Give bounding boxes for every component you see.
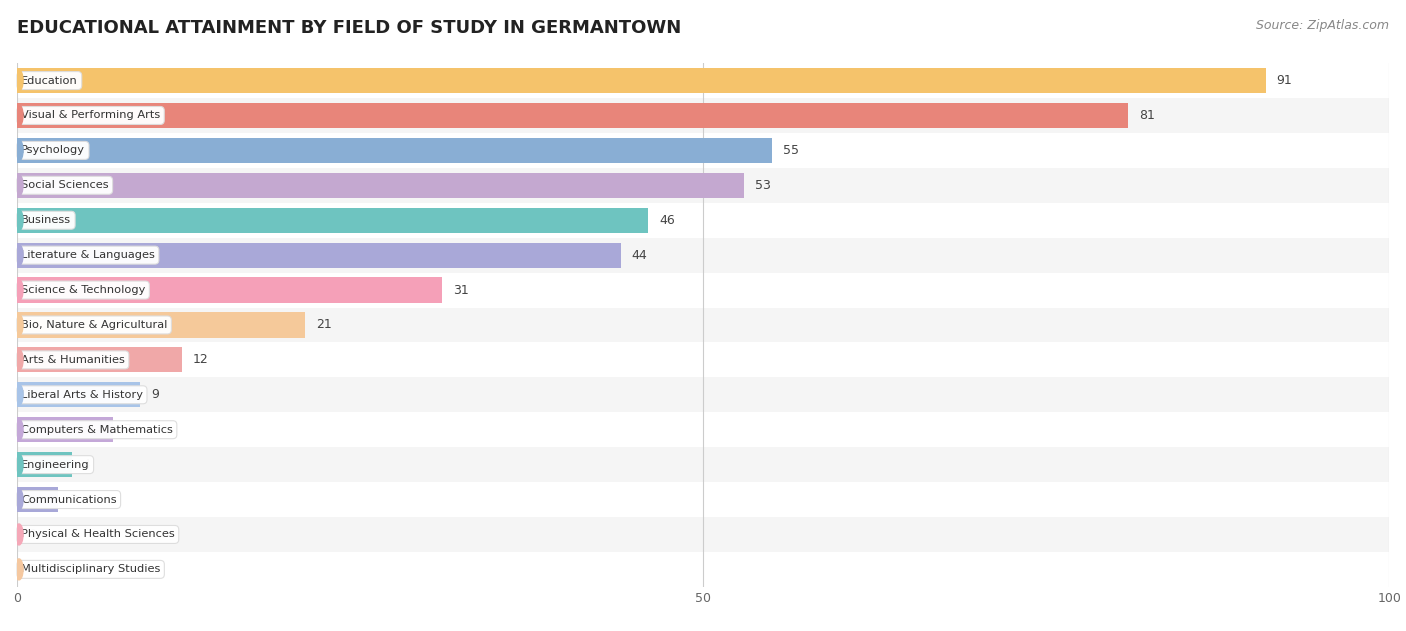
Circle shape: [15, 209, 22, 231]
Text: 46: 46: [659, 214, 675, 227]
Circle shape: [15, 175, 22, 196]
Bar: [17, 168, 1389, 203]
Text: EDUCATIONAL ATTAINMENT BY FIELD OF STUDY IN GERMANTOWN: EDUCATIONAL ATTAINMENT BY FIELD OF STUDY…: [17, 19, 681, 37]
Text: Visual & Performing Arts: Visual & Performing Arts: [21, 110, 160, 121]
Text: 0: 0: [28, 528, 35, 541]
Bar: [17, 312, 305, 338]
Text: Computers & Mathematics: Computers & Mathematics: [21, 425, 173, 435]
Text: Social Sciences: Social Sciences: [21, 180, 108, 191]
Circle shape: [15, 245, 22, 266]
Text: 21: 21: [316, 319, 332, 331]
Circle shape: [15, 454, 22, 475]
Text: Education: Education: [21, 76, 77, 86]
Bar: [17, 103, 1129, 128]
Bar: [17, 238, 1389, 273]
Bar: [17, 242, 620, 268]
Bar: [17, 382, 141, 408]
Text: Liberal Arts & History: Liberal Arts & History: [21, 390, 143, 400]
Text: 3: 3: [69, 493, 77, 506]
Text: Source: ZipAtlas.com: Source: ZipAtlas.com: [1256, 19, 1389, 32]
Text: 0: 0: [28, 563, 35, 576]
Bar: [17, 307, 1389, 343]
Bar: [17, 377, 1389, 412]
Text: Business: Business: [21, 215, 72, 225]
Bar: [17, 347, 181, 372]
Bar: [17, 208, 648, 233]
Bar: [17, 133, 1389, 168]
Text: Bio, Nature & Agricultural: Bio, Nature & Agricultural: [21, 320, 167, 330]
Text: Psychology: Psychology: [21, 145, 84, 155]
Text: 55: 55: [783, 144, 799, 157]
Text: 31: 31: [453, 283, 470, 297]
Circle shape: [15, 350, 22, 370]
Text: Literature & Languages: Literature & Languages: [21, 250, 155, 260]
Circle shape: [15, 419, 22, 440]
Circle shape: [15, 70, 22, 91]
Text: Multidisciplinary Studies: Multidisciplinary Studies: [21, 564, 160, 574]
Text: 53: 53: [755, 179, 770, 192]
Bar: [17, 482, 1389, 517]
Text: 12: 12: [193, 353, 208, 367]
Bar: [17, 278, 443, 303]
Text: Science & Technology: Science & Technology: [21, 285, 145, 295]
Bar: [17, 138, 772, 163]
Circle shape: [15, 524, 22, 545]
Circle shape: [15, 280, 22, 300]
Bar: [17, 517, 1389, 552]
Bar: [17, 173, 744, 198]
Circle shape: [15, 384, 22, 405]
Bar: [17, 203, 1389, 238]
Bar: [17, 447, 1389, 482]
Text: Arts & Humanities: Arts & Humanities: [21, 355, 125, 365]
Bar: [17, 68, 1265, 93]
Text: 7: 7: [124, 423, 132, 436]
Circle shape: [15, 314, 22, 336]
Bar: [17, 417, 112, 442]
Circle shape: [15, 559, 22, 580]
Text: Communications: Communications: [21, 495, 117, 505]
Bar: [17, 98, 1389, 133]
Bar: [17, 452, 72, 477]
Bar: [17, 487, 58, 512]
Bar: [17, 552, 1389, 587]
Text: 9: 9: [152, 388, 159, 401]
Text: 4: 4: [83, 458, 90, 471]
Text: Engineering: Engineering: [21, 459, 90, 469]
Text: 44: 44: [631, 249, 647, 262]
Text: 91: 91: [1277, 74, 1292, 87]
Circle shape: [15, 140, 22, 161]
Circle shape: [15, 105, 22, 126]
Circle shape: [15, 489, 22, 510]
Text: Physical & Health Sciences: Physical & Health Sciences: [21, 529, 174, 540]
Bar: [17, 343, 1389, 377]
Bar: [17, 63, 1389, 98]
Bar: [17, 273, 1389, 307]
Bar: [17, 412, 1389, 447]
Text: 81: 81: [1139, 109, 1156, 122]
